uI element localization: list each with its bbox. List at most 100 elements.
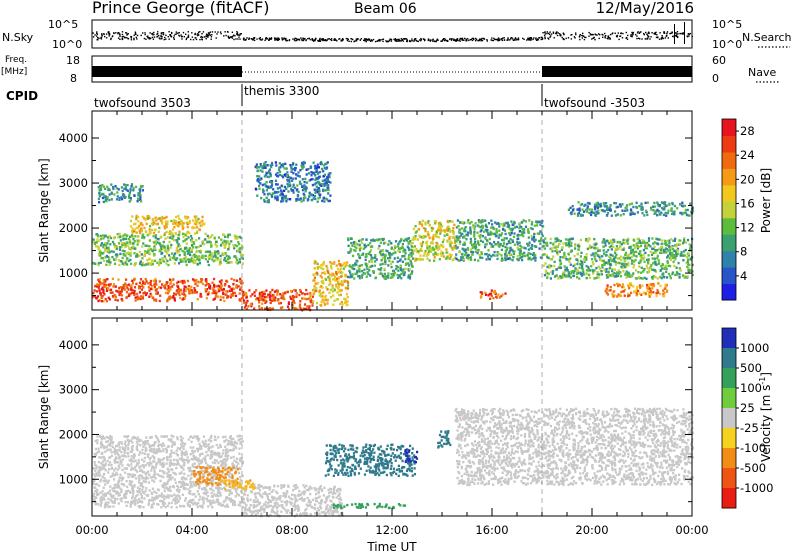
heatmap-cell: [484, 219, 487, 222]
heatmap-cell: [396, 260, 399, 263]
heatmap-cell: [319, 170, 322, 174]
heatmap-cell: [365, 238, 368, 241]
heatmap-cell: [327, 173, 330, 176]
nsky-point: [486, 40, 488, 42]
heatmap-cell: [387, 257, 390, 260]
heatmap-cell: [569, 263, 572, 266]
nsky-point: [133, 38, 135, 41]
nsky-point: [526, 39, 528, 41]
heatmap-cell: [446, 240, 449, 243]
nsky-point: [512, 38, 514, 40]
heatmap-cell: [276, 289, 279, 292]
nsky-point: [149, 32, 151, 34]
heatmap-cell: [585, 269, 588, 272]
heatmap-cell: [457, 259, 460, 262]
heatmap-cell: [360, 276, 363, 279]
heatmap-cell: [479, 226, 482, 229]
heatmap-cell: [324, 298, 327, 302]
heatmap-cell: [380, 259, 383, 262]
nsky-point: [119, 35, 121, 37]
heatmap-cell: [214, 253, 217, 256]
heatmap-cell: [165, 282, 168, 285]
heatmap-cell: [161, 283, 164, 286]
nsky-point: [165, 34, 167, 36]
nsky-point: [516, 38, 518, 40]
heatmap-cell: [340, 280, 343, 283]
heatmap-cell: [652, 251, 655, 255]
heatmap-cell: [390, 265, 393, 269]
heatmap-cell: [239, 277, 242, 281]
heatmap-cell: [591, 208, 594, 211]
heatmap-cell: [207, 250, 210, 253]
heatmap-cell: [105, 197, 108, 200]
nsky-point: [446, 39, 449, 42]
nsky-point: [274, 39, 276, 41]
heatmap-cell: [118, 292, 121, 295]
heatmap-cell: [414, 235, 417, 238]
heatmap-cell: [676, 271, 679, 275]
heatmap-cell: [284, 292, 287, 295]
heatmap-cell: [527, 231, 530, 234]
heatmap-cell: [327, 188, 330, 192]
heatmap-cell: [600, 204, 603, 208]
heatmap-cell: [588, 211, 591, 215]
heatmap-cell: [96, 234, 100, 238]
heatmap-cell: [168, 232, 171, 235]
nsky-point: [637, 31, 639, 33]
nsky-point: [404, 38, 407, 40]
heatmap-cell: [687, 271, 690, 274]
heatmap-cell: [156, 222, 159, 226]
heatmap-cell: [302, 163, 305, 166]
heatmap-cell: [684, 248, 687, 252]
heatmap-cell: [411, 270, 414, 273]
nsky-point: [259, 37, 261, 39]
heatmap-cell: [529, 252, 532, 256]
heatmap-cell: [171, 285, 174, 288]
heatmap-cell: [271, 296, 274, 300]
heatmap-cell: [549, 277, 552, 280]
heatmap-cell: [671, 251, 674, 255]
heatmap-cell: [157, 230, 160, 233]
heatmap-cell: [613, 260, 616, 263]
heatmap-cell: [618, 257, 621, 260]
heatmap-cell: [270, 161, 274, 165]
heatmap-cell: [131, 232, 134, 235]
heatmap-cell: [217, 251, 220, 255]
heatmap-cell: [264, 301, 267, 305]
heatmap-cell: [605, 267, 608, 271]
nsky-point: [547, 37, 549, 39]
heatmap-cell: [511, 259, 514, 262]
heatmap-cell: [132, 238, 135, 241]
heatmap-cell: [194, 255, 197, 258]
heatmap-cell: [459, 231, 462, 235]
heatmap-cell: [393, 257, 396, 260]
heatmap-cell: [294, 289, 297, 292]
nsky-point: [609, 33, 612, 36]
nsky-point: [462, 39, 464, 41]
heatmap-cell: [332, 262, 336, 265]
heatmap-cell: [541, 234, 544, 237]
heatmap-cell: [576, 276, 579, 279]
nsky-point: [451, 38, 453, 40]
heatmap-cell: [620, 259, 623, 262]
heatmap-cell: [123, 187, 126, 190]
heatmap-cell: [520, 246, 523, 249]
nsky-point: [205, 38, 207, 40]
heatmap-cell: [190, 285, 193, 289]
heatmap-cell: [509, 233, 512, 237]
heatmap-cell: [353, 264, 356, 267]
heatmap-cell: [170, 219, 173, 223]
heatmap-cell: [492, 253, 495, 257]
heatmap-cell: [353, 249, 356, 252]
nsky-point: [98, 37, 100, 39]
heatmap-cell: [340, 300, 343, 304]
heatmap-cell: [415, 248, 418, 251]
heatmap-cell: [472, 224, 475, 227]
heatmap-cell: [108, 193, 111, 196]
heatmap-cell: [207, 292, 210, 296]
heatmap-cell: [226, 290, 229, 293]
heatmap-cell: [209, 285, 212, 288]
heatmap-cell: [439, 223, 442, 226]
nsky-point: [178, 34, 180, 37]
nsky-point: [591, 38, 593, 40]
